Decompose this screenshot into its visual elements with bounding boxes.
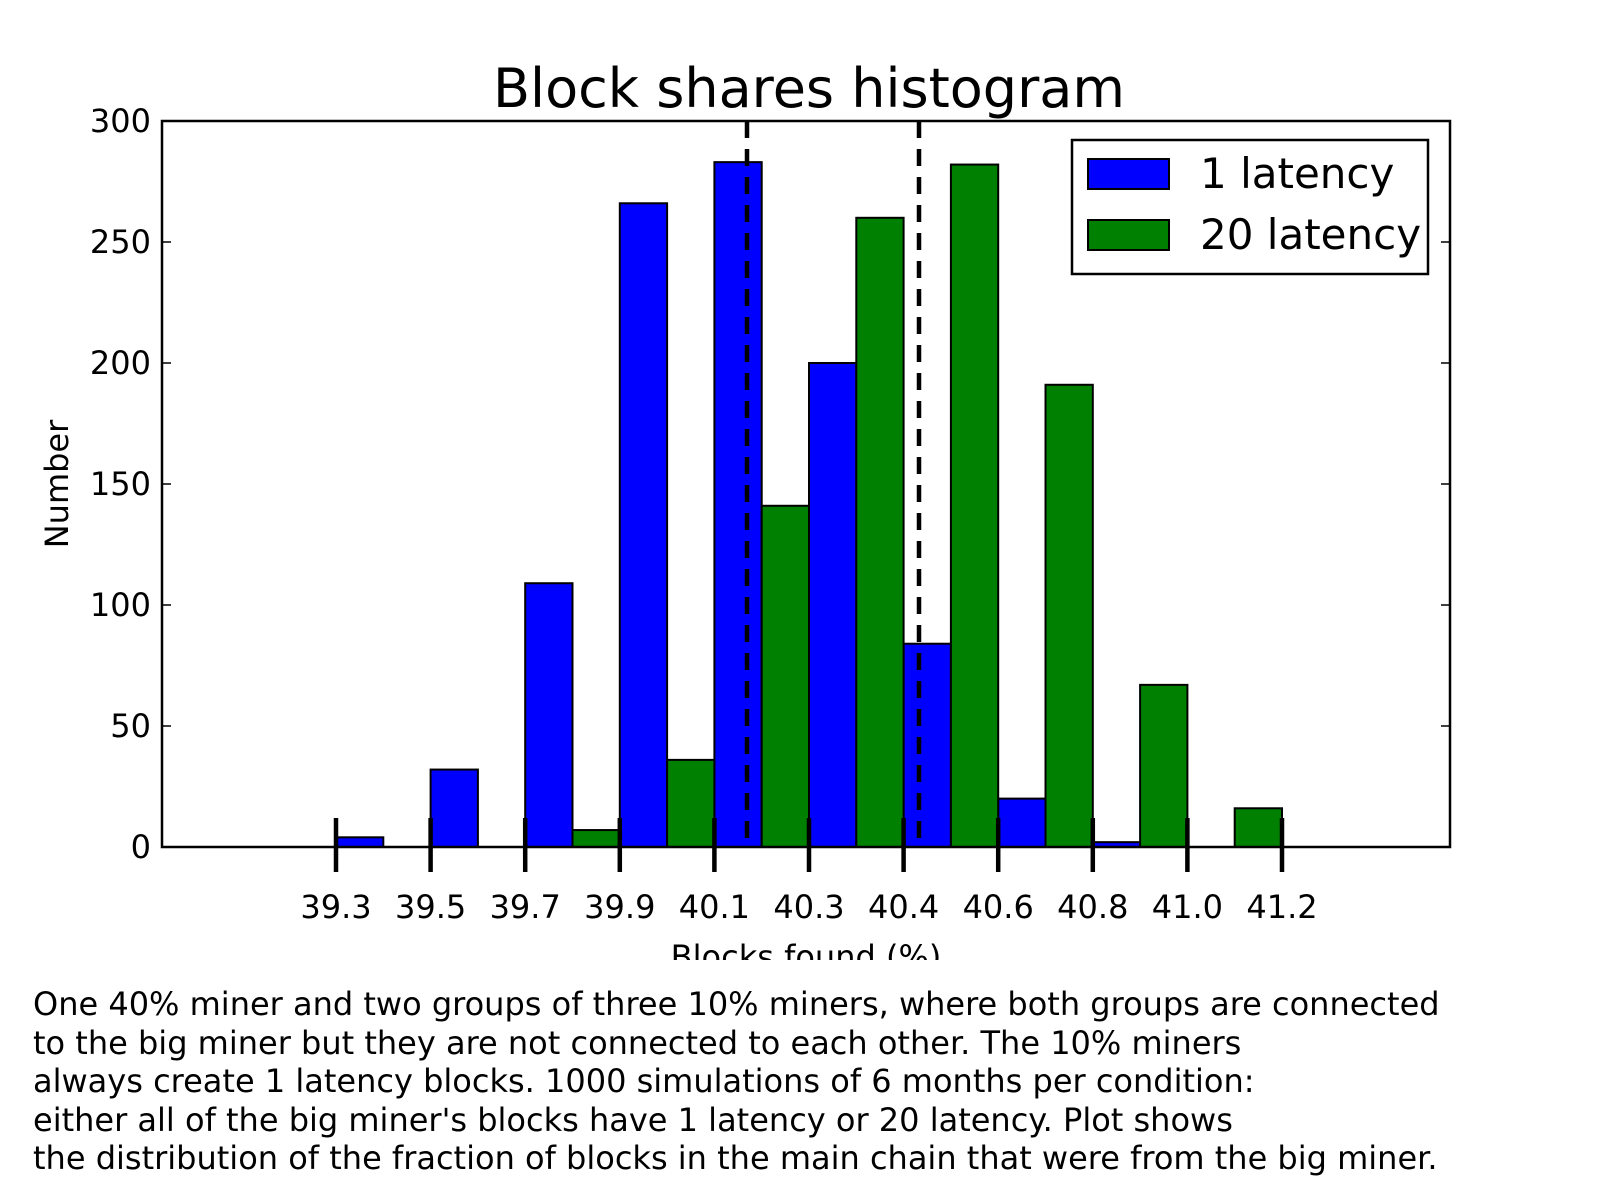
bars-layer [335,161,1283,849]
caption-line-4: either all of the big miner's blocks hav… [33,1100,1233,1139]
legend: 1 latency 20 latency [1070,138,1430,276]
y-tick-label: 50 [110,707,151,745]
bar-series1-2 [524,582,574,848]
histogram-chart: Block shares histogram 0 50 100 150 200 250 30… [38,57,1452,960]
bar-series2-3 [666,758,716,849]
y-tick-label: 200 [90,344,151,382]
x-tick-label: 41.2 [1246,888,1317,926]
legend-swatch-2 [1087,219,1170,251]
bar-series2-9 [1233,807,1283,849]
bar-series2-8 [1139,683,1189,848]
x-tick-label: 39.7 [490,888,561,926]
x-tick-label: 40.1 [679,888,750,926]
x-tick-label: 39.5 [395,888,466,926]
caption-line-1: One 40% miner and two groups of three 10… [33,985,1440,1023]
y-tick-label: 150 [90,465,151,503]
x-tick-label: 40.8 [1057,888,1128,926]
y-tick-label: 0 [131,828,151,866]
x-tick-label: 39.3 [300,888,371,926]
figure-caption: One 40% miner and two groups of three 10… [33,985,1573,1178]
bar-series1-5 [808,362,858,848]
bar-series1-4 [713,161,763,848]
x-tick-label: 39.9 [584,888,655,926]
reference-lines [744,121,922,847]
y-axis-label: Number [38,419,76,548]
bar-series2-7 [1044,383,1094,848]
y-tick-label: 300 [90,102,151,140]
caption-line-5: the distribution of the fraction of bloc… [33,1139,1438,1177]
x-axis: 39.3 39.5 39.7 39.9 40.1 40.3 40.4 40.6 40.8 41.0… [300,818,1318,926]
x-tick-label: 40.6 [963,888,1034,926]
bar-series2-2 [571,829,621,848]
bar-series1-6 [902,642,952,848]
caption-line-2: to the big miner but they are not connec… [33,1023,1242,1062]
bar-series2-6 [949,163,1000,848]
bar-series1-1 [429,768,479,848]
x-tick-label: 40.3 [773,888,844,926]
bar-series1-7 [997,797,1047,848]
x-tick-label: 40.4 [868,888,939,926]
chart-title: Block shares histogram [493,57,1125,120]
y-tick-label: 100 [90,586,151,624]
y-axis: 0 50 100 150 200 250 300 [90,102,1450,866]
bar-series2-5 [855,216,905,849]
legend-label-2: 20 latency [1200,210,1421,259]
bar-series1-3 [618,202,669,848]
caption-line-3: always create 1 latency blocks. 1000 sim… [33,1062,1255,1100]
bar-series1-0 [335,836,385,849]
x-axis-label: Blocks found (%) [671,938,942,960]
y-tick-label: 250 [90,223,151,261]
bar-series2-4 [760,504,811,848]
legend-label-1: 1 latency [1200,149,1394,198]
legend-swatch-1 [1087,158,1170,190]
x-tick-label: 41.0 [1152,888,1223,926]
